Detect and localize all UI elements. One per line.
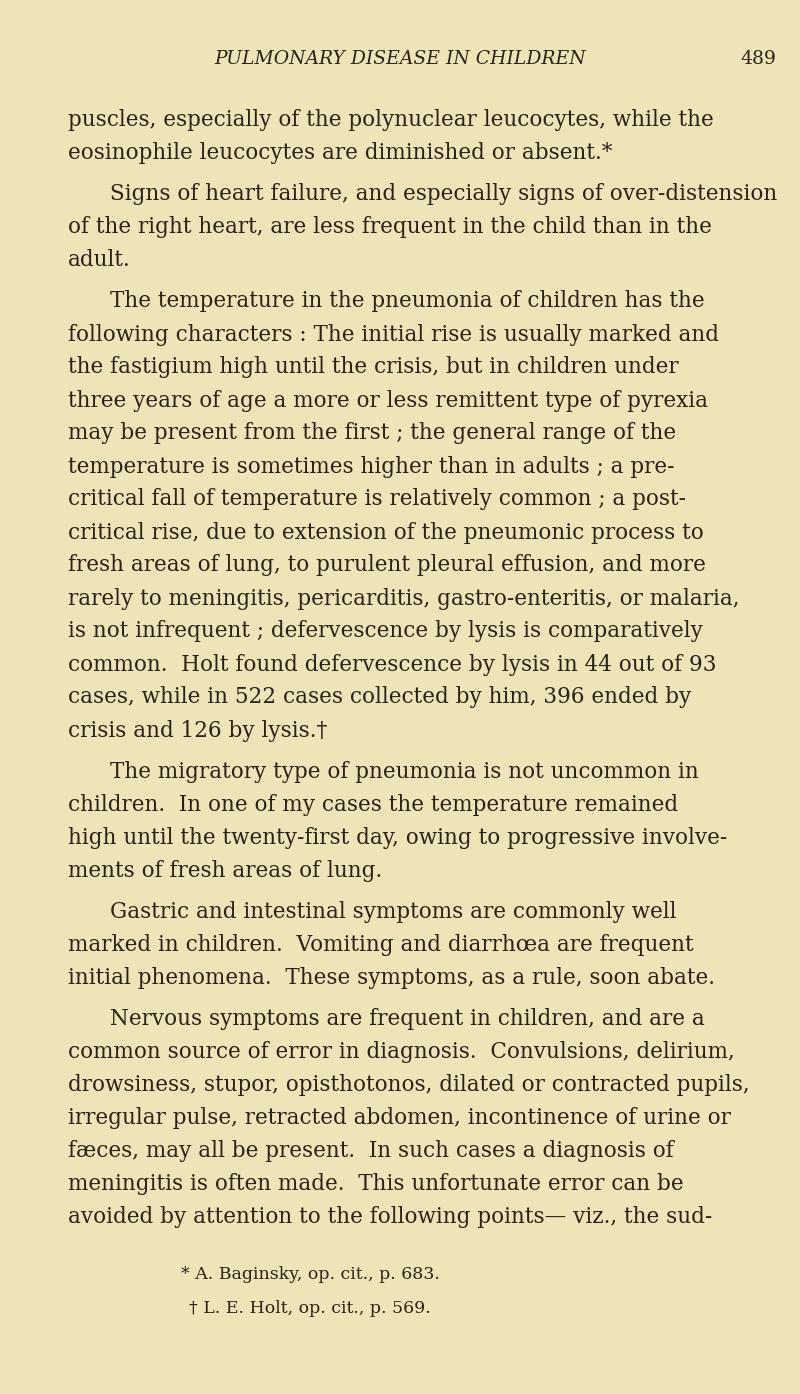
Text: Nervous symptoms are frequent in children, and are a: Nervous symptoms are frequent in childre…	[110, 1008, 705, 1030]
Text: puscles, especially of the polynuclear leucocytes, while the: puscles, especially of the polynuclear l…	[68, 109, 714, 131]
Text: avoided by attention to the following points— viz., the sud-: avoided by attention to the following po…	[68, 1206, 712, 1228]
Text: temperature is sometimes higher than in adults ; a pre-: temperature is sometimes higher than in …	[68, 456, 674, 478]
Text: may be present from the first ; the general range of the: may be present from the first ; the gene…	[68, 422, 676, 445]
Text: The migratory type of pneumonia is not uncommon in: The migratory type of pneumonia is not u…	[110, 761, 698, 783]
Text: marked in children.  Vomiting and diarrhœa are frequent: marked in children. Vomiting and diarrhœ…	[68, 934, 694, 956]
Text: Gastric and intestinal symptoms are commonly well: Gastric and intestinal symptoms are comm…	[110, 901, 677, 923]
Text: critical rise, due to extension of the pneumonic process to: critical rise, due to extension of the p…	[68, 521, 704, 544]
Text: the fastigium high until the crisis, but in children under: the fastigium high until the crisis, but…	[68, 357, 678, 379]
Text: adult.: adult.	[68, 250, 130, 272]
Text: is not infrequent ; defervescence by lysis is comparatively: is not infrequent ; defervescence by lys…	[68, 620, 703, 643]
Text: ments of fresh areas of lung.: ments of fresh areas of lung.	[68, 860, 382, 882]
Text: common.  Holt found defervescence by lysis in 44 out of 93: common. Holt found defervescence by lysi…	[68, 654, 717, 676]
Text: meningitis is often made.  This unfortunate error can be: meningitis is often made. This unfortuna…	[68, 1174, 684, 1195]
Text: critical fall of temperature is relatively common ; a post-: critical fall of temperature is relative…	[68, 488, 686, 510]
Text: of the right heart, are less frequent in the child than in the: of the right heart, are less frequent in…	[68, 216, 712, 238]
Text: children.  In one of my cases the temperature remained: children. In one of my cases the tempera…	[68, 793, 678, 815]
Text: crisis and 126 by lysis.†: crisis and 126 by lysis.†	[68, 719, 327, 742]
Text: high until the twenty-first day, owing to progressive involve-: high until the twenty-first day, owing t…	[68, 827, 727, 849]
Text: common source of error in diagnosis.  Convulsions, delirium,: common source of error in diagnosis. Con…	[68, 1041, 734, 1064]
Text: rarely to meningitis, pericarditis, gastro-enteritis, or malaria,: rarely to meningitis, pericarditis, gast…	[68, 587, 739, 609]
Text: * A. Baginsky, op. cit., p. 683.: * A. Baginsky, op. cit., p. 683.	[181, 1266, 439, 1282]
Text: Signs of heart failure, and especially signs of over-distension: Signs of heart failure, and especially s…	[110, 183, 778, 205]
Text: The temperature in the pneumonia of children has the: The temperature in the pneumonia of chil…	[110, 290, 705, 312]
Text: irregular pulse, retracted abdomen, incontinence of urine or: irregular pulse, retracted abdomen, inco…	[68, 1107, 731, 1129]
Text: cases, while in 522 cases collected by him, 396 ended by: cases, while in 522 cases collected by h…	[68, 686, 691, 708]
Text: initial phenomena.  These symptoms, as a rule, soon abate.: initial phenomena. These symptoms, as a …	[68, 967, 715, 988]
Text: fæces, may all be present.  In such cases a diagnosis of: fæces, may all be present. In such cases…	[68, 1140, 674, 1163]
Text: drowsiness, stupor, opisthotonos, dilated or contracted pupils,: drowsiness, stupor, opisthotonos, dilate…	[68, 1075, 750, 1096]
Text: three years of age a more or less remittent type of pyrexia: three years of age a more or less remitt…	[68, 389, 708, 411]
Text: following characters : The initial rise is usually marked and: following characters : The initial rise …	[68, 323, 719, 346]
Text: † L. E. Holt, op. cit., p. 569.: † L. E. Holt, op. cit., p. 569.	[189, 1301, 431, 1317]
Text: PULMONARY DISEASE IN CHILDREN: PULMONARY DISEASE IN CHILDREN	[214, 50, 586, 68]
Text: 489: 489	[740, 50, 776, 68]
Text: fresh areas of lung, to purulent pleural effusion, and more: fresh areas of lung, to purulent pleural…	[68, 555, 706, 577]
Text: eosinophile leucocytes are diminished or absent.*: eosinophile leucocytes are diminished or…	[68, 142, 613, 164]
